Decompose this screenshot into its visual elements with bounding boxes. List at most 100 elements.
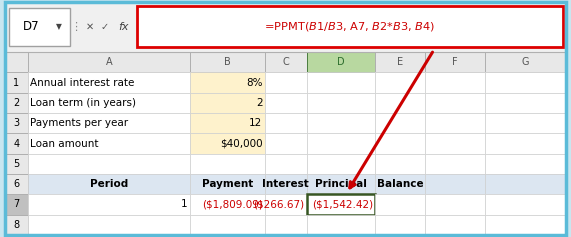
Bar (27, 154, 190, 174)
Bar (307, 113, 375, 133)
Text: Balance: Balance (377, 179, 423, 189)
Text: ✕: ✕ (86, 22, 94, 32)
Bar (307, 133, 375, 154)
Bar (375, 174, 425, 194)
Text: Loan amount: Loan amount (30, 138, 99, 149)
Text: E: E (397, 57, 403, 67)
Bar (425, 93, 485, 113)
Text: ($266.67): ($266.67) (254, 199, 304, 210)
Bar (307, 174, 375, 194)
Text: 1: 1 (182, 199, 188, 210)
Bar (425, 133, 485, 154)
Bar (375, 214, 425, 235)
Bar (27, 133, 190, 154)
Bar (307, 154, 375, 174)
Bar (265, 93, 307, 113)
Text: $40,000: $40,000 (220, 138, 263, 149)
Bar (485, 154, 566, 174)
Bar (190, 174, 265, 194)
Text: D7: D7 (23, 20, 40, 33)
Text: Period: Period (90, 179, 128, 189)
Text: 8%: 8% (246, 77, 263, 88)
Bar (375, 52, 425, 73)
Bar (190, 113, 265, 133)
Bar (485, 214, 566, 235)
Bar (425, 194, 485, 214)
Text: Loan term (in years): Loan term (in years) (30, 98, 136, 108)
Bar (5, 174, 27, 194)
Bar (485, 133, 566, 154)
Bar (307, 73, 375, 93)
Bar (190, 194, 265, 214)
Bar (190, 93, 265, 113)
Bar (27, 52, 190, 73)
Text: D: D (337, 57, 345, 67)
Bar (425, 73, 485, 93)
Text: =PPMT($B$1/$B$3, A7, $B$2*$B$3, $B$4): =PPMT($B$1/$B$3, A7, $B$2*$B$3, $B$4) (264, 20, 436, 33)
Bar (27, 113, 190, 133)
Bar (190, 214, 265, 235)
Bar (375, 154, 425, 174)
Text: G: G (521, 57, 529, 67)
Bar (5, 113, 27, 133)
Text: ⋮: ⋮ (70, 22, 82, 32)
Bar (190, 133, 265, 154)
Text: 12: 12 (250, 118, 263, 128)
Bar (425, 113, 485, 133)
Bar (307, 214, 375, 235)
Bar (5, 154, 27, 174)
Text: 2: 2 (256, 98, 263, 108)
Bar (265, 113, 307, 133)
Bar (265, 154, 307, 174)
Bar (425, 214, 485, 235)
Text: 3: 3 (13, 118, 19, 128)
Text: 7: 7 (13, 199, 19, 210)
Bar (265, 52, 307, 73)
Text: ($1,809.09): ($1,809.09) (202, 199, 263, 210)
Text: 8: 8 (13, 220, 19, 230)
Bar (375, 133, 425, 154)
Bar (27, 194, 190, 214)
Text: C: C (283, 57, 289, 67)
Bar (307, 93, 375, 113)
Bar (27, 174, 190, 194)
Bar (485, 73, 566, 93)
Text: B: B (224, 57, 231, 67)
Bar (375, 73, 425, 93)
Bar (5, 214, 27, 235)
Bar (265, 73, 307, 93)
Bar (190, 73, 265, 93)
Text: 5: 5 (13, 159, 19, 169)
Bar (5, 52, 27, 73)
Bar (5, 73, 27, 93)
Bar (27, 93, 190, 113)
Text: 6: 6 (13, 179, 19, 189)
Text: Annual interest rate: Annual interest rate (30, 77, 135, 88)
Text: Payment: Payment (202, 179, 253, 189)
Bar (425, 52, 485, 73)
Bar (485, 194, 566, 214)
Text: fx: fx (118, 22, 128, 32)
Bar (5, 133, 27, 154)
Bar (265, 214, 307, 235)
Text: ✓: ✓ (100, 22, 108, 32)
Bar (485, 174, 566, 194)
Bar (425, 174, 485, 194)
Bar (375, 194, 425, 214)
Bar (265, 194, 307, 214)
Bar (5, 194, 27, 214)
Bar (5, 93, 27, 113)
Text: F: F (452, 57, 457, 67)
Text: A: A (106, 57, 112, 67)
Text: Payments per year: Payments per year (30, 118, 128, 128)
Text: Principal: Principal (315, 179, 367, 189)
Bar (425, 154, 485, 174)
Bar (485, 113, 566, 133)
Bar (265, 174, 307, 194)
Bar (27, 214, 190, 235)
Text: 2: 2 (13, 98, 19, 108)
Bar (375, 113, 425, 133)
Bar (265, 133, 307, 154)
Bar (190, 154, 265, 174)
Text: Interest: Interest (263, 179, 309, 189)
